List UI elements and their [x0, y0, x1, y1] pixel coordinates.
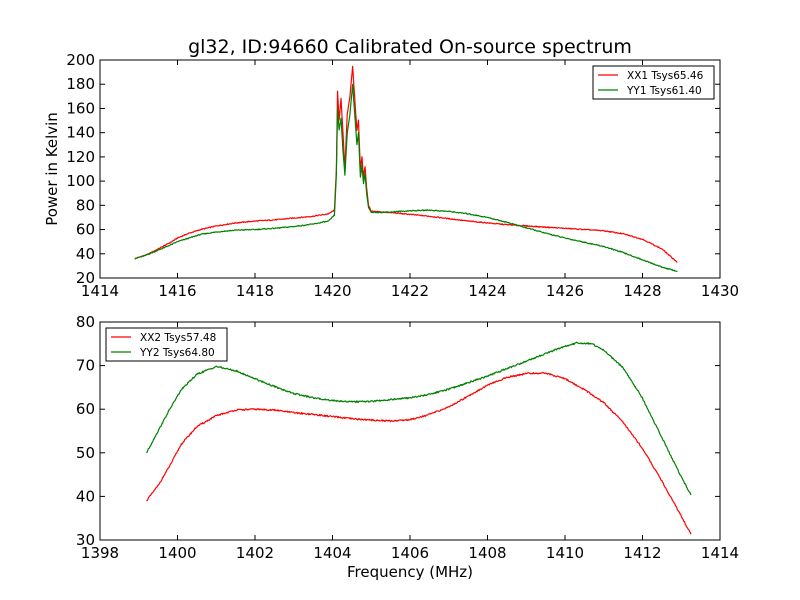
bottom-x-tick-label: 1408	[468, 544, 506, 562]
top-x-tick-label: 1428	[623, 282, 661, 300]
top-x-tick-label: 1420	[313, 282, 351, 300]
bottom-x-tick-label: 1400	[158, 544, 196, 562]
bottom-x-tick-label: 1404	[313, 544, 351, 562]
top-y-tick-label: 200	[66, 51, 95, 69]
top-x-tick-label: 1422	[391, 282, 429, 300]
top-series-line-2	[134, 83, 678, 272]
bottom-x-tick-label: 1414	[701, 544, 739, 562]
bottom-x-tick-label: 1412	[623, 544, 661, 562]
bottom-series-line-2	[146, 341, 692, 496]
figure-title: gl32, ID:94660 Calibrated On-source spec…	[188, 36, 632, 58]
top-x-tick-label: 1430	[701, 282, 739, 300]
top-y-tick-label: 100	[66, 172, 95, 190]
top-y-tick-label: 180	[66, 75, 95, 93]
top-x-tick-label: 1418	[236, 282, 274, 300]
top-series-line-1	[134, 65, 678, 263]
top-x-tick-label: 1414	[81, 282, 119, 300]
bottom-spectrum-plot: 1398 1400 1402 1404 1406 1408 1410 1412 1414 30 40…	[76, 313, 739, 562]
top-legend-label-2: YY1 Tsys61.40	[626, 85, 702, 97]
top-spectrum-plot: 1414 1416 1418 1420 1422 1424 1426 1428 1430 20 40…	[66, 51, 739, 300]
bottom-y-tick-label: 60	[76, 400, 95, 418]
y-axis-label: Power in Kelvin	[43, 112, 61, 226]
bottom-series-line-1	[146, 371, 692, 535]
bottom-x-tick-label: 1398	[81, 544, 119, 562]
bottom-legend-box	[105, 327, 228, 362]
bottom-legend: XX2 Tsys57.48 YY2 Tsys64.80	[105, 327, 228, 362]
top-y-tick-label: 120	[66, 148, 95, 166]
bottom-y-tick-label: 80	[76, 313, 95, 331]
bottom-legend-label-1: XX2 Tsys57.48	[140, 332, 216, 344]
bottom-y-tick-label: 40	[76, 487, 95, 505]
bottom-y-tick-label: 70	[76, 357, 95, 375]
top-y-tick-label: 80	[76, 196, 95, 214]
bottom-legend-label-2: YY2 Tsys64.80	[139, 347, 215, 359]
bottom-x-tick-label: 1402	[236, 544, 274, 562]
x-axis-label: Frequency (MHz)	[347, 563, 473, 581]
bottom-y-tick-label: 50	[76, 444, 95, 462]
top-y-tick-label: 160	[66, 99, 95, 117]
top-y-tick-label: 20	[76, 269, 95, 287]
bottom-y-tick-label: 30	[76, 531, 95, 549]
top-y-tick-label: 60	[76, 221, 95, 239]
top-y-tick-label: 40	[76, 245, 95, 263]
top-x-tick-label: 1426	[546, 282, 584, 300]
top-legend-box	[592, 65, 715, 100]
top-x-tick-label: 1424	[468, 282, 506, 300]
bottom-x-tick-label: 1410	[546, 544, 584, 562]
top-y-tick-label: 140	[66, 124, 95, 142]
top-x-tick-label: 1416	[158, 282, 196, 300]
top-legend: XX1 Tsys65.46 YY1 Tsys61.40	[592, 65, 715, 100]
bottom-x-tick-label: 1406	[391, 544, 429, 562]
top-legend-label-1: XX1 Tsys65.46	[627, 70, 704, 82]
